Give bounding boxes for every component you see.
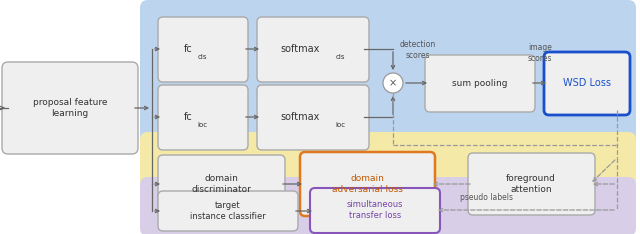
FancyBboxPatch shape [158, 85, 248, 150]
Text: loc: loc [335, 122, 345, 128]
FancyBboxPatch shape [300, 152, 435, 216]
Text: target
instance classifier: target instance classifier [190, 201, 266, 221]
Text: proposal feature
learning: proposal feature learning [33, 98, 108, 118]
Text: foreground
attention: foreground attention [506, 174, 556, 194]
Text: loc: loc [197, 122, 207, 128]
FancyBboxPatch shape [158, 155, 285, 213]
Text: softmax: softmax [280, 44, 320, 54]
FancyBboxPatch shape [140, 177, 636, 234]
Text: pseudo labels: pseudo labels [461, 194, 513, 202]
FancyBboxPatch shape [140, 132, 636, 203]
Text: image
scores: image scores [528, 43, 552, 63]
FancyBboxPatch shape [257, 85, 369, 150]
Circle shape [383, 73, 403, 93]
Text: fc: fc [184, 112, 193, 122]
Text: WSD Loss: WSD Loss [563, 78, 611, 88]
FancyBboxPatch shape [468, 153, 595, 215]
Text: detection
scores: detection scores [400, 40, 436, 60]
Text: softmax: softmax [280, 112, 320, 122]
Text: ×: × [389, 78, 397, 88]
FancyBboxPatch shape [257, 17, 369, 82]
FancyBboxPatch shape [158, 191, 298, 231]
Text: domain
adversarial loss: domain adversarial loss [332, 174, 403, 194]
FancyBboxPatch shape [158, 17, 248, 82]
Text: sum pooling: sum pooling [452, 78, 508, 88]
FancyBboxPatch shape [140, 0, 636, 163]
Text: cls: cls [197, 54, 207, 60]
Text: domain
discriminator: domain discriminator [191, 174, 251, 194]
FancyBboxPatch shape [2, 62, 138, 154]
Text: fc: fc [184, 44, 193, 54]
FancyBboxPatch shape [425, 55, 535, 112]
FancyBboxPatch shape [310, 188, 440, 233]
Text: cls: cls [335, 54, 345, 60]
Text: simultaneous
transfer loss: simultaneous transfer loss [347, 200, 403, 220]
FancyBboxPatch shape [544, 52, 630, 115]
